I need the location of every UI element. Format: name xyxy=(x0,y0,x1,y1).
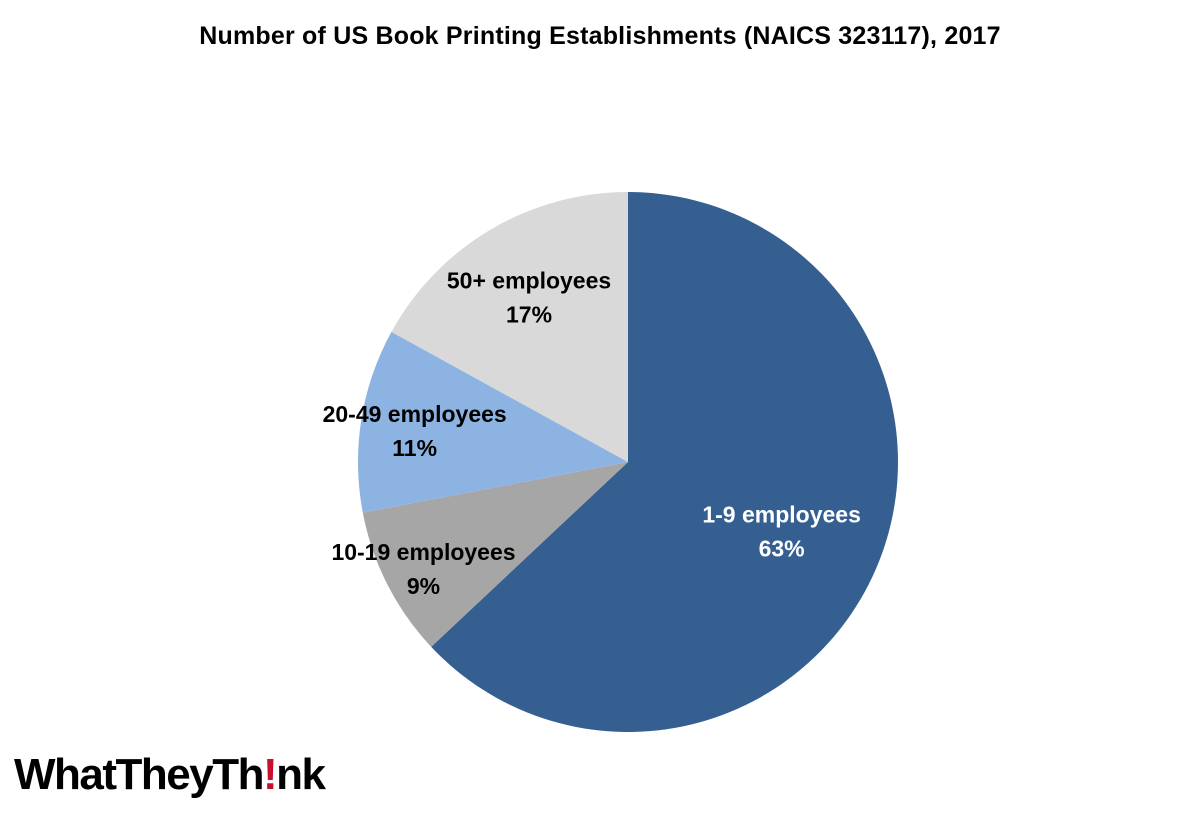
pie-slice-1-9-employees xyxy=(431,192,899,732)
slice-label-20-49-employees: 20-49 employees 11% xyxy=(323,401,507,461)
chart-title: Number of US Book Printing Establishment… xyxy=(199,22,1001,50)
pie-slice-50-employees xyxy=(391,191,628,462)
slice-label-50-employees: 50+ employees 17% xyxy=(447,268,611,328)
pie-slice-20-49-employees xyxy=(358,331,628,513)
whattheythink-logo: WhatTheyTh!nk xyxy=(14,750,326,799)
pie-slice-10-19-employees xyxy=(362,462,628,647)
slice-label-10-19-employees: 10-19 employees 9% xyxy=(331,539,515,599)
slice-label-1-9-employees: 1-9 employees 63% xyxy=(702,501,861,561)
